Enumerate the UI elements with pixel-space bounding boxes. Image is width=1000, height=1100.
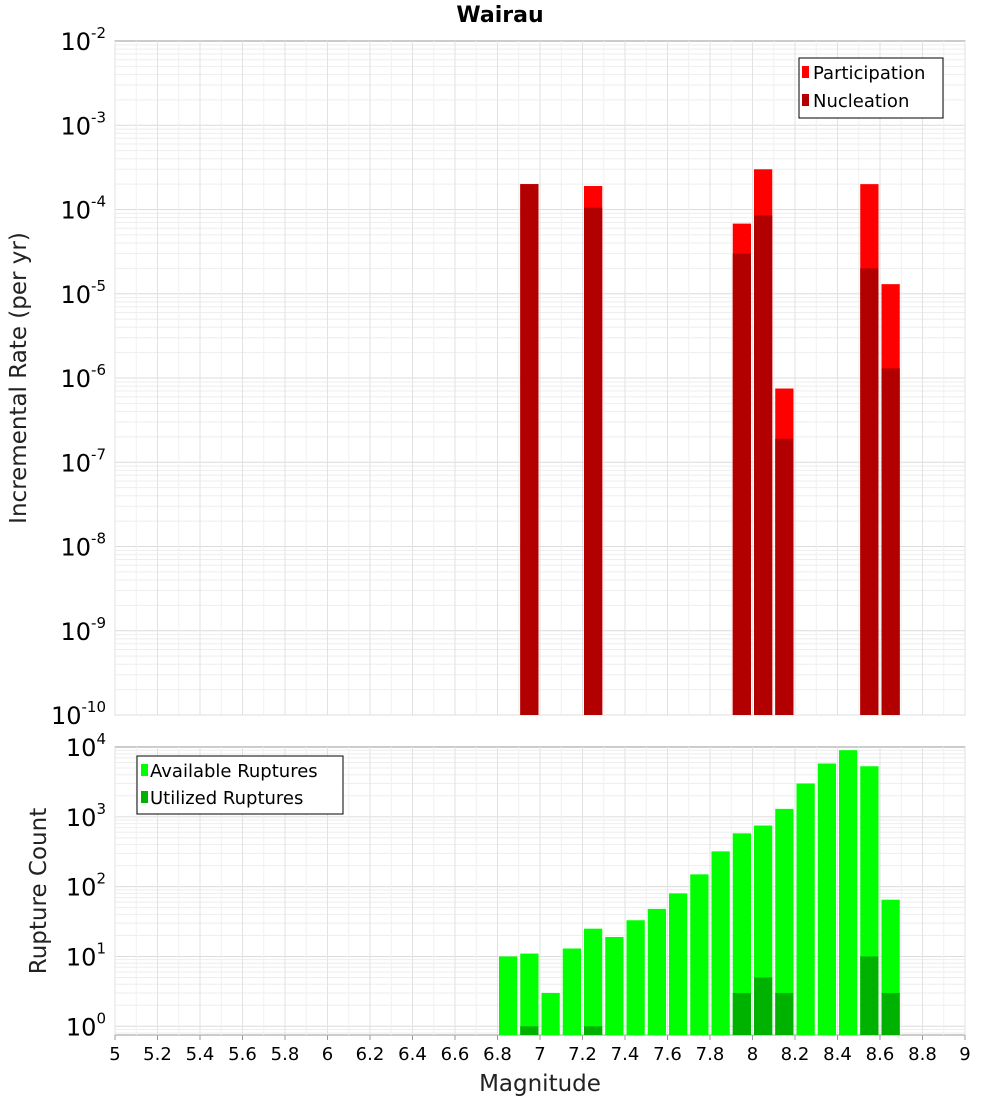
top-y-axis-title: Incremental Rate (per yr): [6, 232, 32, 524]
top-y-tick-label: 10-8: [60, 530, 106, 562]
bottom-bar-b: [732, 992, 751, 1035]
bottom-bar-b: [775, 992, 794, 1035]
bottom-bar-a: [839, 750, 858, 1035]
bottom-y-tick-labels: 104 103 102 101 100: [66, 730, 106, 1041]
bottom-bar-a: [562, 948, 581, 1035]
x-tick-label: 8.8: [908, 1044, 937, 1065]
bottom-bar-a: [499, 956, 518, 1035]
bottom-y-tick-label: 100: [66, 1009, 106, 1041]
x-tick-label: 6.8: [483, 1044, 512, 1065]
chart-title: Wairau: [456, 3, 543, 28]
bottom-bar-b: [860, 956, 879, 1035]
bottom-bar-a: [584, 928, 603, 1035]
top-y-tick-label: 10-5: [60, 277, 106, 309]
x-tick-label: 7: [534, 1044, 545, 1065]
bottom-bar-a: [817, 763, 836, 1035]
bottom-bars: [499, 750, 900, 1035]
x-tick-label: 5.4: [186, 1044, 215, 1065]
top-y-tick-label: 10-7: [60, 445, 106, 477]
x-tick-label: 5.2: [143, 1044, 172, 1065]
bottom-y-tick-label: 104: [66, 730, 106, 762]
top-bar-b: [860, 268, 879, 715]
bottom-bar-b: [754, 977, 773, 1035]
x-tick-label: 8.6: [866, 1044, 895, 1065]
bottom-bar-a: [690, 874, 709, 1035]
legend-label-available: Available Ruptures: [150, 761, 318, 782]
x-tick-label: 9: [959, 1044, 970, 1065]
x-tick-label: 7.2: [568, 1044, 597, 1065]
top-y-tick-label: 10-6: [60, 361, 106, 393]
bottom-bar-b: [881, 992, 900, 1035]
top-y-tick-label: 10-10: [51, 698, 106, 730]
x-tick-label: 5.6: [228, 1044, 257, 1065]
top-bars: [520, 169, 900, 716]
x-tick-label: 6.2: [356, 1044, 385, 1065]
bottom-bar-a: [796, 783, 815, 1035]
bottom-bar-a: [520, 953, 539, 1035]
bottom-bar-b: [520, 1026, 539, 1035]
x-tick-label: 8.2: [781, 1044, 810, 1065]
top-legend-box: [798, 57, 944, 119]
top-bar-b: [732, 253, 751, 715]
bottom-bar-b: [584, 1026, 603, 1035]
x-tick-label: 7.8: [696, 1044, 725, 1065]
top-bar-b: [754, 215, 773, 715]
bottom-legend: Available Ruptures Utilized Ruptures: [136, 755, 344, 815]
x-tick-label: 5.8: [271, 1044, 300, 1065]
top-y-tick-label: 10-9: [60, 614, 106, 646]
x-tick-label: 7.4: [611, 1044, 640, 1065]
bottom-y-tick-label: 103: [66, 800, 106, 832]
bottom-bar-a: [775, 808, 794, 1035]
top-panel: 10-2 10-3 10-4 10-5 10-6 10-7 10-8 10-9 10-10 In…: [6, 24, 966, 730]
top-legend: Participation Nucleation: [798, 57, 944, 119]
legend-swatch-nucleation: [802, 94, 809, 106]
x-tick-label: 7.6: [653, 1044, 682, 1065]
x-tick-label: 6.4: [398, 1044, 427, 1065]
bottom-panel: 104 103 102 101 100 5 5.2 5.4 5.6 5.8 6 6.2 6.4 6.6 6…: [26, 730, 971, 1097]
bottom-bar-a: [647, 908, 666, 1035]
x-tick-label: 6.6: [441, 1044, 470, 1065]
legend-label-nucleation: Nucleation: [813, 91, 909, 112]
legend-swatch-available: [141, 764, 148, 776]
top-y-tick-label: 10-3: [60, 108, 106, 140]
bottom-bar-a: [711, 851, 730, 1035]
top-gridlines: [114, 41, 966, 716]
bottom-bar-a: [626, 920, 645, 1035]
x-tick-label: 8.4: [823, 1044, 852, 1065]
bottom-y-axis-title: Rupture Count: [26, 808, 52, 974]
bottom-y-tick-label: 102: [66, 870, 106, 902]
bottom-bar-a: [732, 833, 751, 1035]
bottom-legend-box: [136, 755, 344, 815]
legend-swatch-utilized: [141, 791, 148, 803]
bottom-bar-a: [669, 893, 688, 1035]
x-axis-title: Magnitude: [479, 1071, 601, 1097]
top-y-tick-labels: 10-2 10-3 10-4 10-5 10-6 10-7 10-8 10-9 10-10: [51, 24, 106, 730]
x-tick-label: 5: [109, 1044, 120, 1065]
bottom-bar-a: [605, 936, 624, 1035]
top-bar-b: [881, 368, 900, 715]
top-bar-b: [584, 207, 603, 716]
top-bar-b: [520, 184, 539, 715]
top-y-tick-label: 10-4: [60, 193, 106, 225]
x-tick-label: 8: [747, 1044, 758, 1065]
bottom-bar-a: [541, 992, 560, 1035]
legend-label-participation: Participation: [813, 63, 925, 84]
legend-label-utilized: Utilized Ruptures: [150, 788, 303, 809]
bottom-y-tick-label: 101: [66, 939, 106, 971]
top-bar-b: [775, 438, 794, 715]
top-y-tick-label: 10-2: [60, 24, 106, 56]
legend-swatch-participation: [802, 66, 809, 78]
x-tick-labels: 5 5.2 5.4 5.6 5.8 6 6.2 6.4 6.6 6.8 7 7.2 7.4 7.6 7.8 8…: [109, 1035, 971, 1065]
x-tick-label: 6: [322, 1044, 333, 1065]
